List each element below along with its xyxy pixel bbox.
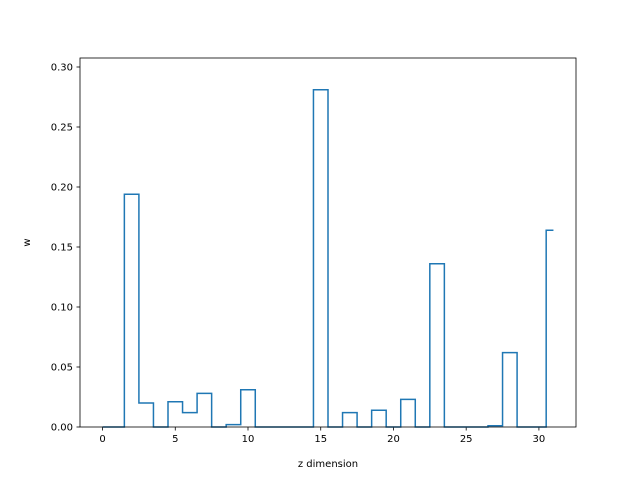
y-tick-label: 0.15 — [51, 243, 73, 254]
x-tick-label: 20 — [387, 434, 400, 445]
y-tick-label: 0.30 — [51, 63, 73, 74]
x-tick-label: 10 — [242, 434, 255, 445]
y-tick-label: 0.25 — [51, 123, 73, 134]
x-tick-label: 25 — [460, 434, 473, 445]
x-axis-label: z dimension — [298, 459, 358, 470]
ticks-layer: 0 5 10 15 20 25 30 0.00 0.05 0.10 0.15 0.20 0.25 0.30 — [51, 63, 546, 446]
x-tick-label: 5 — [172, 434, 178, 445]
series-layer — [102, 89, 554, 428]
x-tick-label: 0 — [99, 434, 105, 445]
x-tick-label: 15 — [314, 434, 327, 445]
y-tick-label: 0.20 — [51, 183, 73, 194]
y-tick-label: 0.05 — [51, 363, 73, 374]
series-line-w — [102, 89, 554, 428]
y-axis-label: w — [22, 238, 33, 246]
y-tick-label: 0.10 — [51, 303, 73, 314]
plot-frame — [79, 57, 577, 428]
y-tick-label: 0.00 — [51, 423, 73, 434]
x-tick-label: 30 — [533, 434, 546, 445]
